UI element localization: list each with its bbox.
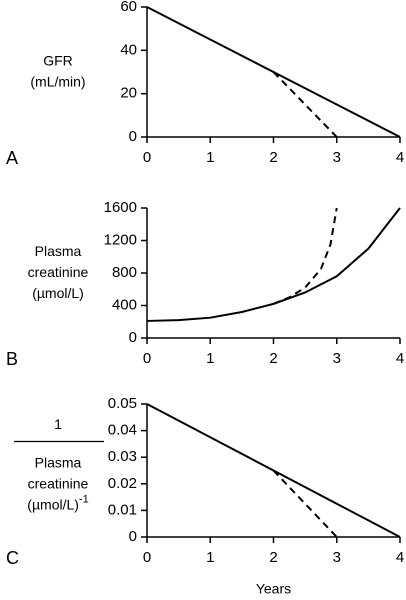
y-tick-label: 400 <box>112 296 137 313</box>
x-tick-label: 0 <box>143 149 151 166</box>
y-tick-label: 1600 <box>104 199 137 216</box>
x-tick-label: 3 <box>333 350 341 367</box>
y-tick-label: 0.04 <box>108 422 137 439</box>
x-tick-label: 3 <box>333 149 341 166</box>
x-tick-label: 2 <box>269 549 277 566</box>
y-label: GFR <box>43 52 73 68</box>
y-tick-label: 1200 <box>104 231 137 248</box>
y-label-text: Plasma <box>35 454 82 470</box>
y-label: Plasma <box>35 454 82 470</box>
y-tick-label: 0 <box>129 128 137 145</box>
y-label: (µmol/L)-1 <box>27 493 88 512</box>
x-axis-label: Years <box>256 581 291 597</box>
y-tick-label: 0 <box>129 528 137 545</box>
x-tick-label: 2 <box>269 350 277 367</box>
y-tick-label: 0.03 <box>108 448 137 465</box>
panel-label: B <box>6 349 18 369</box>
y-tick-label: 0 <box>129 329 137 346</box>
y-tick-label: 40 <box>120 41 137 58</box>
y-label: (mL/min) <box>30 73 85 89</box>
x-tick-label: 4 <box>396 549 404 566</box>
y-label: creatinine <box>28 475 89 491</box>
y-label-superscript: -1 <box>79 493 89 505</box>
y-label-text: Plasma <box>35 243 82 259</box>
y-tick-label: 800 <box>112 264 137 281</box>
y-label-text: (mL/min) <box>30 73 85 89</box>
x-tick-label: 1 <box>206 549 214 566</box>
series-line <box>146 207 401 322</box>
y-label: (µmol/L) <box>32 285 84 301</box>
y-label-text: creatinine <box>28 475 89 491</box>
panel-label: A <box>6 148 18 168</box>
y-tick-label: 0.02 <box>108 475 137 492</box>
x-tick-label: 1 <box>206 149 214 166</box>
y-label: Plasma <box>35 243 82 259</box>
x-tick-label: 1 <box>206 350 214 367</box>
y-tick-label: 60 <box>120 0 137 15</box>
x-tick-label: 4 <box>396 149 404 166</box>
y-label-text: (µmol/L) <box>32 285 84 301</box>
y-tick-label: 20 <box>120 85 137 102</box>
x-tick-label: 2 <box>269 149 277 166</box>
x-tick-label: 3 <box>333 549 341 566</box>
x-tick-label: 0 <box>143 549 151 566</box>
panel-label: C <box>6 548 19 568</box>
y-tick-label: 0.01 <box>108 501 137 518</box>
series-line <box>273 207 338 305</box>
series-line <box>272 469 338 538</box>
x-tick-label: 4 <box>396 350 404 367</box>
y-label-text: creatinine <box>28 264 89 280</box>
x-tick-label: 0 <box>143 350 151 367</box>
y-label-numerator: 1 <box>54 416 62 432</box>
y-tick-label: 0.05 <box>108 395 137 412</box>
y-label-text: (µmol/L) <box>27 496 79 512</box>
series-line <box>272 71 338 138</box>
y-label-text: GFR <box>43 52 73 68</box>
y-label: creatinine <box>28 264 89 280</box>
